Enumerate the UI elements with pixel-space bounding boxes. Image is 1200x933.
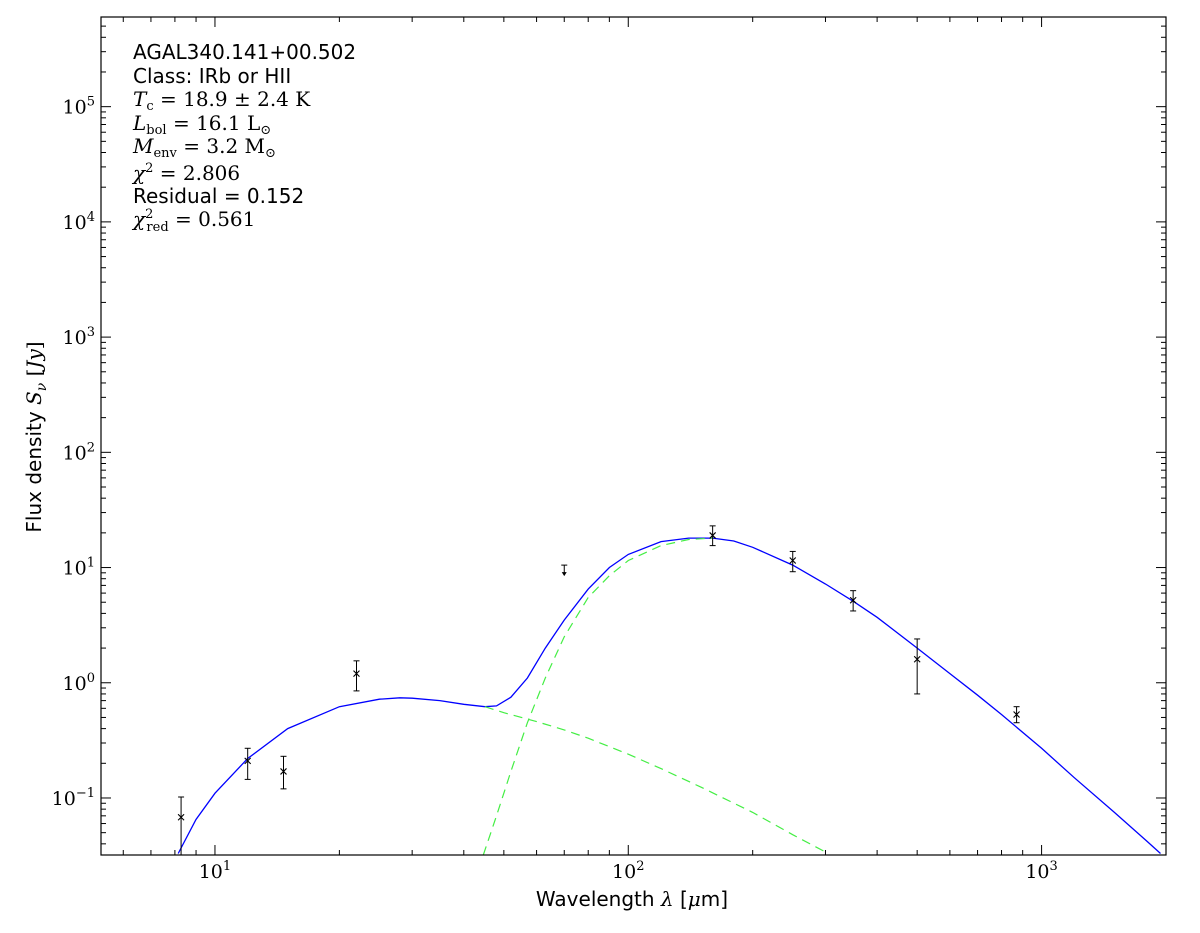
x-tick-label: 103 (1025, 859, 1057, 883)
temperature-label: Tc = 18.9 ± 2.4 K (133, 87, 311, 114)
x-tick-labels: 101 102 103 (199, 859, 1058, 883)
y-tick-label: 104 (63, 210, 95, 234)
y-tick-label: 101 (63, 556, 95, 580)
point-marker (244, 757, 252, 765)
model-curves (177, 537, 1161, 855)
x-axis-label: Wavelength λ [μm] (536, 887, 728, 911)
upper-limit (561, 564, 568, 577)
point-marker (1013, 711, 1020, 718)
upper-limit-arrow (561, 572, 567, 577)
point-marker (913, 655, 921, 663)
source-name: AGAL340.141+00.502 (133, 40, 356, 64)
data-point (244, 747, 252, 780)
axis-ticks (101, 16, 1167, 855)
luminosity-label: Lbol = 16.1 L⊙ (132, 111, 271, 138)
x-tick-label: 102 (612, 859, 644, 883)
point-marker (280, 768, 287, 775)
point-marker (849, 596, 857, 604)
point-marker (177, 813, 185, 821)
series-cold-component (482, 537, 713, 855)
plot-frame (100, 16, 1167, 856)
point-marker (353, 670, 360, 678)
annotation-block: AGAL340.141+00.502 Class: IRb or HII Tc … (131, 40, 356, 235)
chi-square-label: χ2 = 2.806 (131, 161, 240, 185)
envelope-mass-label: Menv = 3.2 M⊙ (132, 134, 276, 161)
reduced-chi-square-label: χ2 red = 0.561 (131, 207, 255, 235)
data-point (1013, 706, 1020, 724)
series-warm-component (484, 706, 826, 853)
y-tick-label: 10−1 (52, 786, 95, 810)
point-marker (709, 532, 717, 539)
y-tick-label: 102 (63, 440, 95, 464)
data-point (913, 638, 921, 695)
y-tick-label: 103 (63, 325, 95, 349)
y-tick-labels: 10−1 100 101 102 103 104 105 (52, 95, 95, 810)
data-point (353, 660, 360, 692)
residual-label: Residual = 0.152 (133, 184, 304, 208)
data-point (177, 796, 185, 855)
data-point (280, 755, 287, 790)
y-tick-label: 105 (63, 95, 95, 119)
data-points (177, 525, 1020, 855)
data-point (709, 525, 717, 547)
x-tick-label: 101 (199, 859, 231, 883)
y-tick-label: 100 (63, 671, 95, 695)
data-point (849, 590, 857, 612)
point-marker (789, 557, 797, 564)
series-total-fit (177, 537, 1161, 854)
class-label: Class: IRb or HII (133, 64, 291, 88)
y-axis-label: Flux density Sν [Jy] (22, 341, 50, 532)
data-point (789, 550, 797, 573)
